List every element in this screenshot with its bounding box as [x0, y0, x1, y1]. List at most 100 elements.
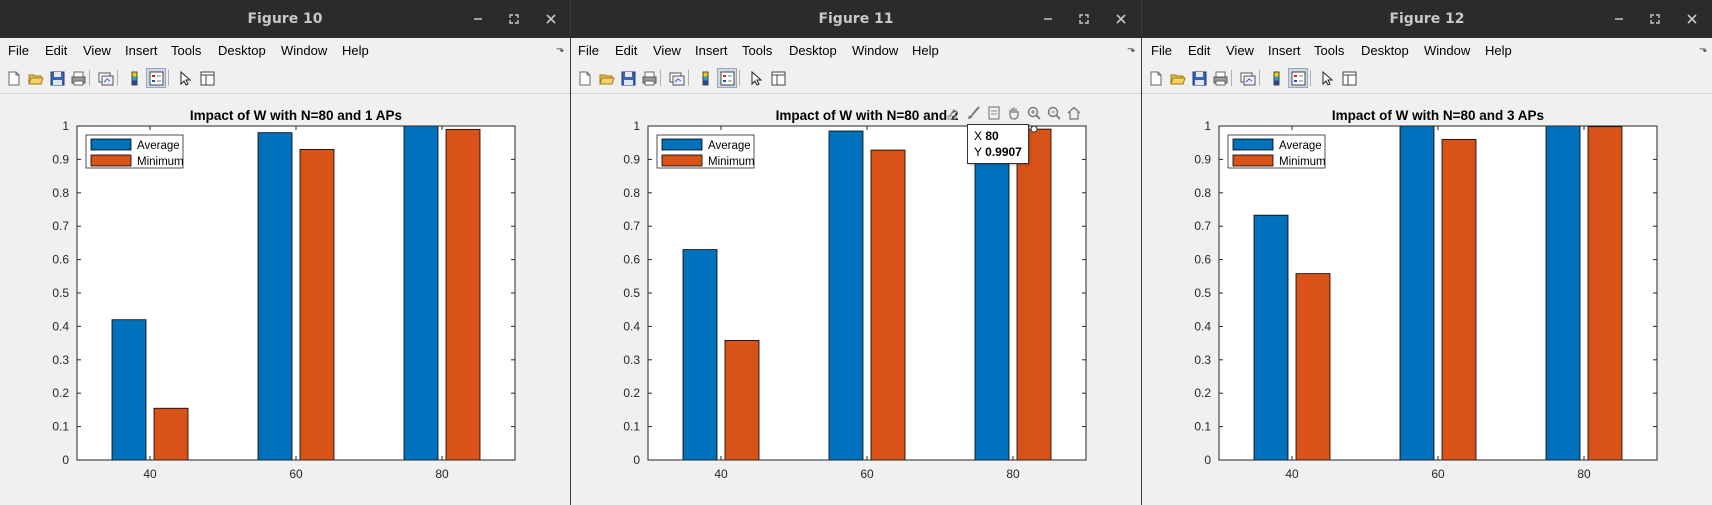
colorbar-icon[interactable] [1266, 68, 1286, 88]
menu-insert[interactable]: Insert [1268, 43, 1301, 58]
close-icon[interactable] [1111, 9, 1131, 29]
minimize-icon[interactable] [1609, 9, 1629, 29]
legend-icon[interactable] [717, 68, 737, 88]
menu-view[interactable]: View [1226, 43, 1254, 58]
print-icon[interactable] [68, 68, 88, 88]
menu-tools[interactable]: Tools [1314, 43, 1345, 58]
title-bar[interactable]: Figure 12 [1142, 0, 1712, 38]
bar-average-40[interactable] [682, 249, 718, 461]
bar-average-60[interactable] [257, 132, 293, 461]
edit-plot-arrow-icon[interactable] [745, 68, 765, 88]
bar-average-60[interactable] [828, 130, 864, 461]
menu-window[interactable]: Window [281, 43, 328, 58]
menu-window[interactable]: Window [852, 43, 899, 58]
new-figure-icon[interactable] [3, 68, 23, 88]
menu-help[interactable]: Help [912, 43, 939, 58]
menu-file[interactable]: File [578, 43, 599, 58]
menu-window[interactable]: Window [1424, 43, 1471, 58]
dock-arrow-icon[interactable]: ⬎ [1127, 44, 1136, 55]
minimize-icon[interactable] [468, 9, 488, 29]
print-icon[interactable] [639, 68, 659, 88]
bar-average-80[interactable] [403, 125, 439, 461]
link-plot-icon[interactable] [1237, 68, 1257, 88]
print-icon[interactable] [1210, 68, 1230, 88]
open-file-icon[interactable] [596, 68, 616, 88]
title-bar[interactable]: Figure 10 [0, 0, 570, 38]
colorbar-icon[interactable] [124, 68, 144, 88]
dock-arrow-icon[interactable]: ⬎ [556, 44, 565, 55]
bar-average-40[interactable] [1253, 214, 1289, 461]
bar-average-60[interactable] [1399, 125, 1435, 461]
menu-insert[interactable]: Insert [125, 43, 158, 58]
edit-plot-arrow-icon[interactable] [174, 68, 194, 88]
save-icon[interactable] [47, 68, 67, 88]
bar-minimum-60[interactable] [1441, 138, 1477, 461]
home-icon[interactable] [1065, 104, 1083, 122]
menu-view[interactable]: View [653, 43, 681, 58]
property-inspector-icon[interactable] [197, 68, 217, 88]
menu-file[interactable]: File [8, 43, 29, 58]
zoom-out-icon[interactable] [1045, 104, 1063, 122]
data-tip-icon[interactable] [985, 104, 1003, 122]
bar-minimum-40[interactable] [153, 407, 189, 461]
menu-desktop[interactable]: Desktop [1361, 43, 1409, 58]
minimize-icon[interactable] [1038, 9, 1058, 29]
legend-icon[interactable] [146, 68, 166, 88]
plot-area[interactable] [77, 126, 515, 460]
close-icon[interactable] [1682, 9, 1702, 29]
menu-edit[interactable]: Edit [45, 43, 68, 58]
edit-plot-arrow-icon[interactable] [1316, 68, 1336, 88]
menu-help[interactable]: Help [1485, 43, 1512, 58]
menu-help[interactable]: Help [342, 43, 369, 58]
menu-view[interactable]: View [83, 43, 111, 58]
menu-tools[interactable]: Tools [171, 43, 202, 58]
plot-area[interactable] [648, 126, 1086, 460]
save-icon[interactable] [618, 68, 638, 88]
bar-minimum-80[interactable] [1016, 128, 1052, 461]
new-figure-icon[interactable] [1145, 68, 1165, 88]
export-icon[interactable] [945, 104, 963, 122]
open-file-icon[interactable] [1167, 68, 1187, 88]
menu-file[interactable]: File [1151, 43, 1172, 58]
zoom-in-icon[interactable] [1025, 104, 1043, 122]
data-tip-marker[interactable] [1030, 125, 1038, 133]
pan-hand-icon[interactable] [1005, 104, 1023, 122]
menu-edit[interactable]: Edit [615, 43, 638, 58]
maximize-icon[interactable] [1074, 9, 1094, 29]
bar-minimum-60[interactable] [299, 148, 335, 461]
close-icon[interactable] [541, 9, 561, 29]
bar-minimum-60[interactable] [870, 149, 906, 461]
bar-average-80[interactable] [1545, 125, 1581, 461]
menu-edit[interactable]: Edit [1188, 43, 1211, 58]
legend[interactable]: Average Minimum [1227, 134, 1326, 169]
chart-title: Impact of W with N=80 and 2 [776, 108, 959, 123]
menu-tools[interactable]: Tools [742, 43, 773, 58]
new-figure-icon[interactable] [574, 68, 594, 88]
menu-desktop[interactable]: Desktop [218, 43, 266, 58]
bar-minimum-80[interactable] [445, 128, 481, 461]
bar-minimum-40[interactable] [724, 340, 760, 461]
property-inspector-icon[interactable] [1339, 68, 1359, 88]
open-file-icon[interactable] [25, 68, 45, 88]
link-plot-icon[interactable] [95, 68, 115, 88]
bar-minimum-40[interactable] [1295, 273, 1331, 461]
property-inspector-icon[interactable] [768, 68, 788, 88]
dock-arrow-icon[interactable]: ⬎ [1699, 44, 1708, 55]
legend[interactable]: Average Minimum [85, 134, 184, 169]
maximize-icon[interactable] [504, 9, 524, 29]
plot-area[interactable] [1219, 126, 1657, 460]
legend-icon[interactable] [1288, 68, 1308, 88]
title-bar[interactable]: Figure 11 [571, 0, 1141, 38]
bar-average-80[interactable] [974, 125, 1010, 461]
brush-icon[interactable] [965, 104, 983, 122]
menu-insert[interactable]: Insert [695, 43, 728, 58]
save-icon[interactable] [1189, 68, 1209, 88]
bar-average-40[interactable] [111, 319, 147, 461]
colorbar-icon[interactable] [695, 68, 715, 88]
link-plot-icon[interactable] [666, 68, 686, 88]
data-tip[interactable]: X 80 Y 0.9907 [967, 124, 1029, 164]
bar-minimum-80[interactable] [1587, 126, 1623, 461]
menu-desktop[interactable]: Desktop [789, 43, 837, 58]
legend[interactable]: Average Minimum [656, 134, 755, 169]
maximize-icon[interactable] [1645, 9, 1665, 29]
